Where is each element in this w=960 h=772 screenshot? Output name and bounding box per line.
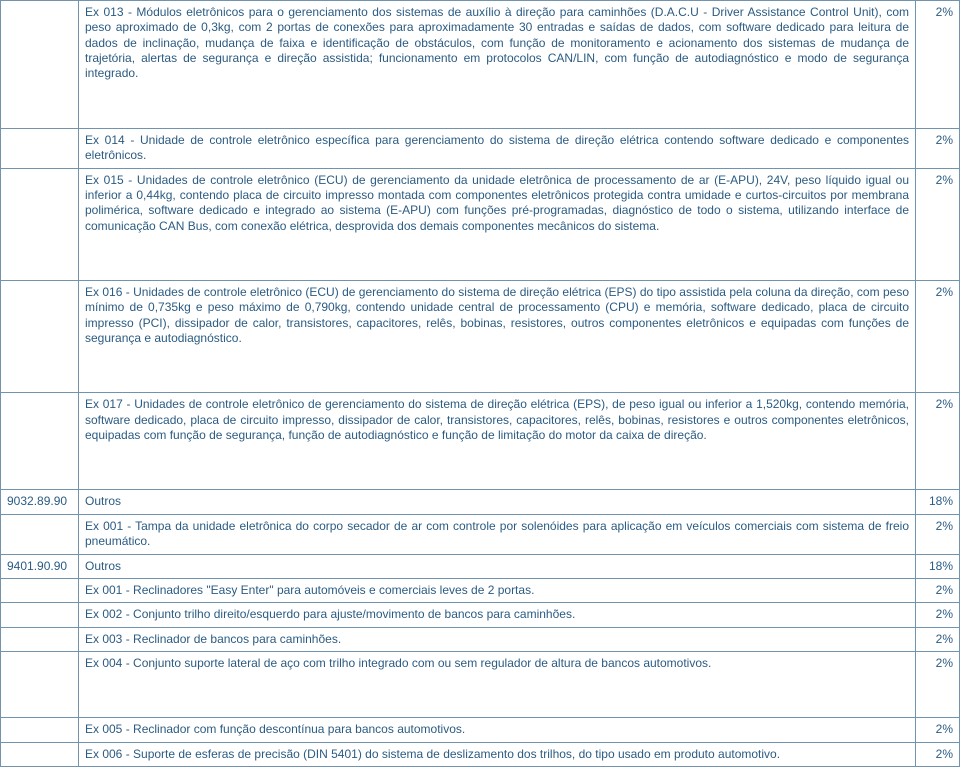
percent-cell: 2% bbox=[916, 742, 960, 766]
table-row: 9401.90.90Outros18% bbox=[1, 554, 960, 578]
percent-cell: 2% bbox=[916, 514, 960, 554]
table-row: Ex 001 - Reclinadores "Easy Enter" para … bbox=[1, 578, 960, 602]
code-cell bbox=[1, 168, 79, 280]
percent-cell: 2% bbox=[916, 718, 960, 742]
table-row: Ex 015 - Unidades de controle eletrônico… bbox=[1, 168, 960, 280]
table-row: Ex 003 - Reclinador de bancos para camin… bbox=[1, 627, 960, 651]
description-cell: Ex 006 - Suporte de esferas de precisão … bbox=[79, 742, 916, 766]
percent-cell: 2% bbox=[916, 393, 960, 490]
percent-cell: 2% bbox=[916, 651, 960, 717]
code-cell: 9401.90.90 bbox=[1, 554, 79, 578]
code-cell bbox=[1, 578, 79, 602]
tariff-table: Ex 013 - Módulos eletrônicos para o gere… bbox=[0, 0, 960, 767]
percent-cell: 2% bbox=[916, 1, 960, 129]
table-row: Ex 017 - Unidades de controle eletrônico… bbox=[1, 393, 960, 490]
description-cell: Outros bbox=[79, 554, 916, 578]
percent-cell: 2% bbox=[916, 627, 960, 651]
percent-cell: 18% bbox=[916, 490, 960, 514]
code-cell bbox=[1, 280, 79, 392]
description-cell: Ex 014 - Unidade de controle eletrônico … bbox=[79, 128, 916, 168]
table-row: Ex 005 - Reclinador com função descontín… bbox=[1, 718, 960, 742]
description-cell: Ex 013 - Módulos eletrônicos para o gere… bbox=[79, 1, 916, 129]
description-cell: Outros bbox=[79, 490, 916, 514]
table-row: Ex 014 - Unidade de controle eletrônico … bbox=[1, 128, 960, 168]
description-cell: Ex 002 - Conjunto trilho direito/esquerd… bbox=[79, 603, 916, 627]
code-cell bbox=[1, 393, 79, 490]
table-row: Ex 013 - Módulos eletrônicos para o gere… bbox=[1, 1, 960, 129]
description-cell: Ex 004 - Conjunto suporte lateral de aço… bbox=[79, 651, 916, 717]
code-cell bbox=[1, 128, 79, 168]
code-cell bbox=[1, 603, 79, 627]
code-cell: 9032.89.90 bbox=[1, 490, 79, 514]
description-cell: Ex 003 - Reclinador de bancos para camin… bbox=[79, 627, 916, 651]
description-cell: Ex 001 - Reclinadores "Easy Enter" para … bbox=[79, 578, 916, 602]
description-cell: Ex 001 - Tampa da unidade eletrônica do … bbox=[79, 514, 916, 554]
table-row: Ex 006 - Suporte de esferas de precisão … bbox=[1, 742, 960, 766]
percent-cell: 18% bbox=[916, 554, 960, 578]
table-row: 9032.89.90Outros18% bbox=[1, 490, 960, 514]
percent-cell: 2% bbox=[916, 168, 960, 280]
table-row: Ex 002 - Conjunto trilho direito/esquerd… bbox=[1, 603, 960, 627]
table-row: Ex 001 - Tampa da unidade eletrônica do … bbox=[1, 514, 960, 554]
description-cell: Ex 005 - Reclinador com função descontín… bbox=[79, 718, 916, 742]
code-cell bbox=[1, 742, 79, 766]
code-cell bbox=[1, 651, 79, 717]
description-cell: Ex 017 - Unidades de controle eletrônico… bbox=[79, 393, 916, 490]
code-cell bbox=[1, 1, 79, 129]
table-row: Ex 004 - Conjunto suporte lateral de aço… bbox=[1, 651, 960, 717]
description-cell: Ex 015 - Unidades de controle eletrônico… bbox=[79, 168, 916, 280]
percent-cell: 2% bbox=[916, 128, 960, 168]
percent-cell: 2% bbox=[916, 578, 960, 602]
code-cell bbox=[1, 718, 79, 742]
code-cell bbox=[1, 514, 79, 554]
table-row: Ex 016 - Unidades de controle eletrônico… bbox=[1, 280, 960, 392]
code-cell bbox=[1, 627, 79, 651]
percent-cell: 2% bbox=[916, 280, 960, 392]
description-cell: Ex 016 - Unidades de controle eletrônico… bbox=[79, 280, 916, 392]
percent-cell: 2% bbox=[916, 603, 960, 627]
